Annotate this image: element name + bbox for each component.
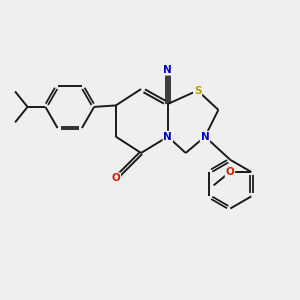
Text: S: S — [194, 85, 201, 96]
Text: O: O — [111, 173, 120, 183]
Text: O: O — [226, 167, 234, 177]
Text: N: N — [164, 65, 172, 75]
Text: N: N — [164, 132, 172, 142]
Text: N: N — [201, 132, 209, 142]
